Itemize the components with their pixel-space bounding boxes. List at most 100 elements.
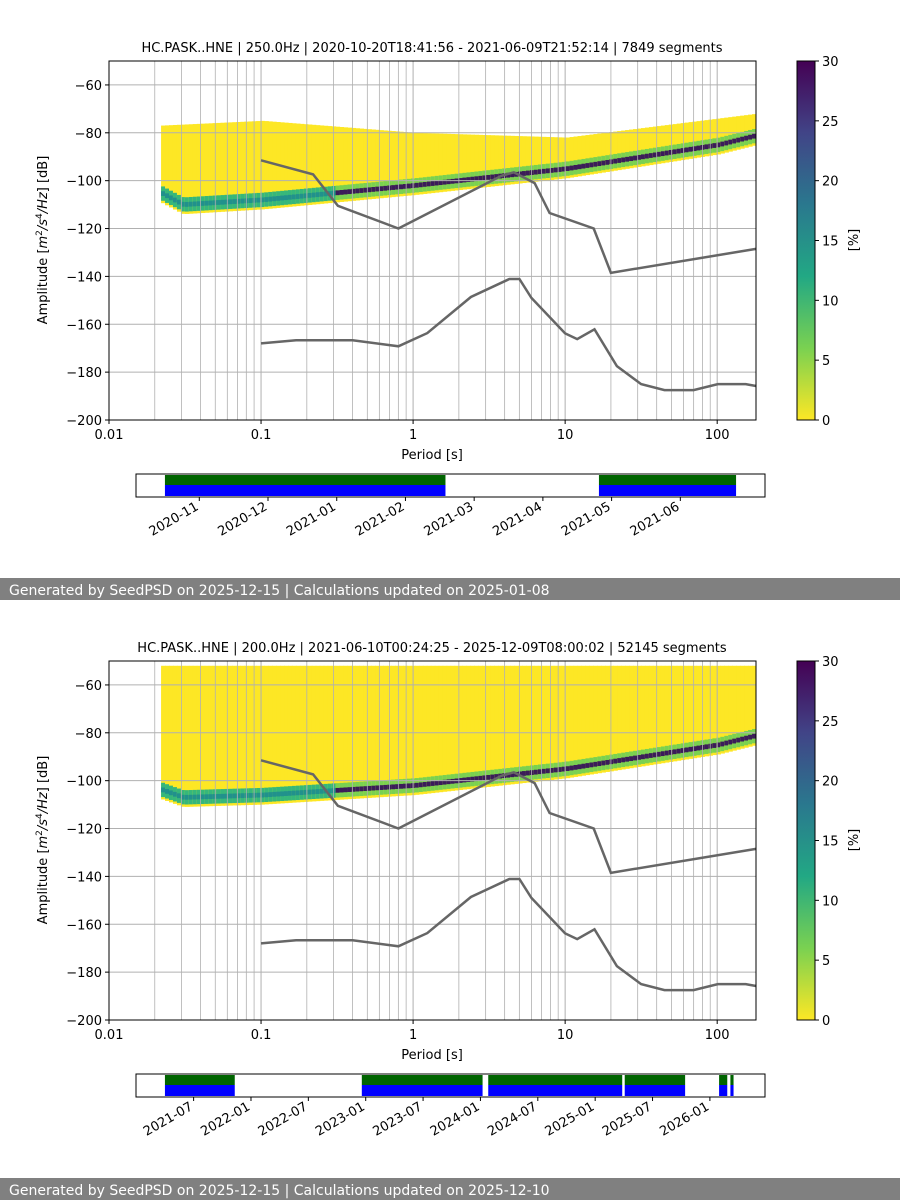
psd-cell — [248, 121, 253, 211]
psd-cell — [196, 201, 202, 207]
psd-cell — [637, 128, 642, 167]
psd-cell — [264, 665, 269, 805]
psd-cell — [557, 137, 563, 180]
psd-cell — [450, 665, 456, 791]
psd-cell — [525, 770, 531, 776]
psd-cell — [355, 188, 360, 194]
x-tick-label: 10 — [557, 428, 574, 443]
y-tick-label: −80 — [75, 127, 102, 142]
psd-cell — [585, 763, 591, 768]
psd-cell — [625, 130, 630, 169]
psd-cell — [744, 665, 749, 748]
psd-cell — [299, 193, 305, 199]
psd-cell — [613, 131, 618, 171]
psd-cell — [724, 117, 729, 153]
psd-cell — [260, 665, 265, 805]
psd-cell — [696, 145, 702, 151]
data-coverage-timeline: 2020-11 2020-12 2021-01 2021-02 2021-03 2021-… — [135, 473, 766, 540]
psd-cell — [228, 122, 234, 212]
coverage-bar-top — [164, 1075, 235, 1085]
psd-cell — [276, 665, 281, 804]
psd-cell — [327, 788, 333, 794]
timeline-tick-label: 2025-01 — [543, 1099, 598, 1139]
psd-cell — [252, 197, 257, 203]
psd-cell — [299, 123, 305, 206]
psd-cell — [748, 734, 753, 740]
psd-cell — [240, 121, 245, 211]
psd-cell — [712, 143, 717, 148]
psd-cell — [264, 197, 269, 202]
colorbar-ticks: 0 5 10 15 20 25 30 — [815, 55, 839, 429]
psd-cell — [652, 665, 658, 765]
psd-cell — [625, 156, 630, 162]
y-axis-ticks: −60 −80 −100 −120 −140 −160 −180 −200 — [66, 679, 109, 1029]
colorbar-tick-label: 0 — [822, 414, 830, 429]
psd-cell — [728, 739, 733, 745]
psd-cell — [537, 769, 543, 775]
psd-cell — [287, 665, 293, 803]
psd-cell — [252, 121, 257, 210]
psd-cell — [295, 665, 301, 803]
psd-cell — [359, 665, 364, 799]
psd-cell — [200, 665, 206, 807]
psd-cell — [236, 793, 241, 799]
coverage-bar-bottom — [164, 1085, 235, 1096]
psd-cell — [315, 789, 321, 794]
psd-cell — [240, 793, 245, 799]
psd-cell — [307, 124, 313, 205]
psd-cell — [291, 790, 297, 796]
psd-cell — [656, 126, 662, 164]
psd-cell — [529, 170, 535, 175]
timeline-tick-label: 2020-11 — [147, 499, 202, 539]
y-tick-label: −60 — [75, 79, 102, 94]
psd-cell — [307, 193, 313, 198]
psd-cell — [617, 131, 622, 171]
psd-cell — [442, 779, 448, 785]
psd-cell — [248, 793, 253, 798]
psd-cell — [375, 186, 380, 192]
psd-cell — [260, 120, 265, 210]
psd-cell — [664, 750, 670, 756]
psd-cell — [589, 134, 594, 175]
psd-cell — [545, 768, 551, 774]
psd-cell — [268, 792, 273, 797]
psd-cell — [375, 785, 380, 791]
psd-cell — [403, 783, 408, 789]
psd-cell — [498, 135, 503, 186]
y-tick-label: −160 — [66, 918, 102, 933]
psd-cell — [347, 189, 353, 195]
psd-cell — [363, 128, 368, 200]
psd-cell — [383, 784, 388, 790]
psd-cell — [466, 177, 472, 182]
psd-cell — [597, 133, 602, 174]
psd-cell — [510, 172, 515, 178]
psd-cell — [581, 163, 587, 169]
psd-cell — [391, 185, 396, 190]
psd-cell — [506, 172, 511, 178]
psd-cell — [637, 154, 642, 160]
psd-cell — [736, 137, 741, 143]
psd-cell — [367, 129, 372, 200]
psd-cell — [406, 665, 412, 796]
psd-cell — [573, 665, 579, 777]
psd-cell — [613, 158, 618, 164]
psd-cell — [736, 737, 741, 743]
psd-cell — [351, 127, 357, 201]
psd-cell — [541, 136, 547, 181]
psd-cell — [188, 665, 194, 807]
psd-cell — [482, 665, 487, 788]
psd-cell — [692, 746, 698, 752]
psd-cell — [569, 665, 575, 778]
psd-cell — [613, 758, 618, 764]
psd-cell — [343, 189, 349, 195]
psd-cell — [629, 665, 634, 769]
coverage-bar-top — [730, 1075, 734, 1085]
psd-cell — [585, 665, 591, 776]
psd-cell — [478, 775, 483, 781]
psd-cell — [708, 743, 713, 749]
psd-cell — [561, 166, 567, 172]
psd-cell — [395, 784, 400, 789]
psd-cell — [355, 665, 360, 799]
coverage-bar-bottom — [598, 485, 737, 496]
psd-cell — [585, 135, 591, 176]
